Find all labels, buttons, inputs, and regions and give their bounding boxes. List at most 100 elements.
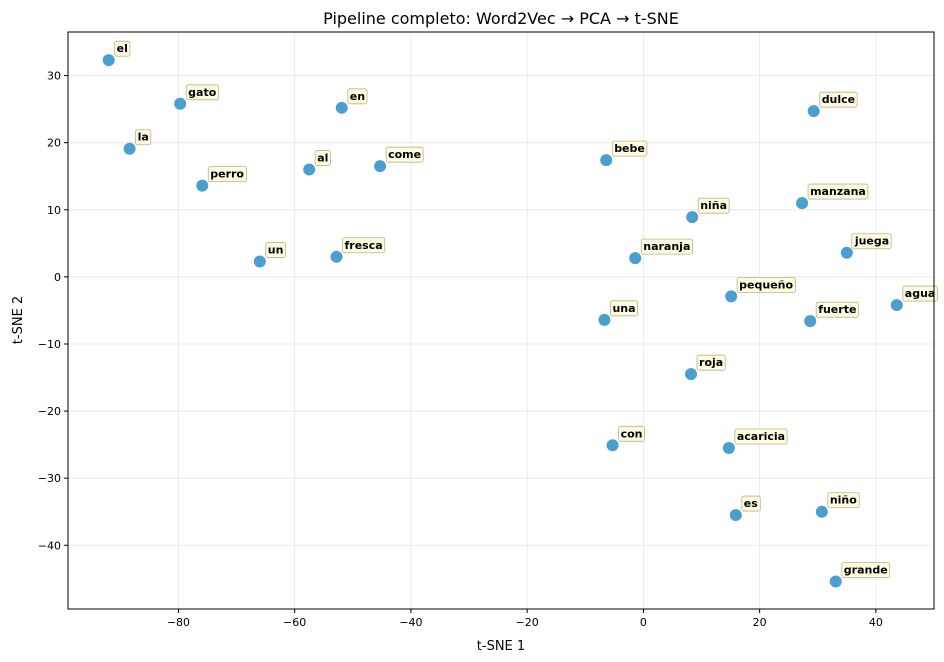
point-label-en: en <box>347 88 368 105</box>
label-box <box>185 84 220 101</box>
x-tick-label: −80 <box>167 616 190 629</box>
label-box <box>841 562 891 578</box>
point-label-gato: gato <box>185 84 220 101</box>
point-label-text: es <box>744 497 758 510</box>
point-label-text: fresca <box>345 239 383 252</box>
point-label-text: juega <box>854 235 889 248</box>
label-box <box>815 301 859 318</box>
plot-area-frame <box>67 31 935 610</box>
data-point-es <box>729 509 742 522</box>
data-point-perro <box>196 179 209 192</box>
label-box <box>347 88 368 105</box>
label-box <box>734 428 788 445</box>
label-box <box>385 146 424 163</box>
data-point-con <box>606 439 619 452</box>
y-tick-label: 10 <box>47 204 61 217</box>
point-label-roja: roja <box>696 354 726 371</box>
point-label-text: naranja <box>643 240 690 253</box>
label-box <box>610 300 638 317</box>
label-box <box>640 238 693 255</box>
point-label-un: un <box>265 242 286 258</box>
y-tick-label: −30 <box>38 472 61 485</box>
point-label-text: perro <box>210 168 244 181</box>
x-tick-label: 20 <box>753 616 767 629</box>
label-box <box>611 140 648 157</box>
point-label-text: manzana <box>810 185 866 198</box>
y-tick-label: −20 <box>38 405 61 418</box>
point-label-con: con <box>618 425 645 442</box>
point-label-al: al <box>314 150 331 166</box>
label-box <box>827 492 860 509</box>
point-label-text: acaricia <box>737 430 785 443</box>
point-label-come: come <box>385 146 424 163</box>
point-label-text: come <box>388 148 421 161</box>
x-tick-label: −60 <box>283 616 306 629</box>
x-tick-label: 0 <box>640 616 647 629</box>
data-point-acaricia <box>722 441 735 454</box>
data-point-roja <box>685 368 698 381</box>
label-box <box>807 183 869 200</box>
point-label-grande: grande <box>841 562 891 578</box>
label-box <box>851 233 892 250</box>
x-axis-label: t-SNE 1 <box>477 639 525 654</box>
y-axis-label: t-SNE 2 <box>11 296 26 344</box>
x-tick-label: 40 <box>869 616 883 629</box>
label-box <box>618 425 645 442</box>
point-label-niño: niño <box>827 492 860 509</box>
label-box <box>265 242 286 258</box>
x-tick-label: −40 <box>399 616 422 629</box>
data-point-agua <box>890 299 903 312</box>
data-point-niño <box>815 505 828 518</box>
point-labels: el gato en la perro al come un fresca dulce bebe ma… <box>114 40 938 578</box>
point-label-text: niño <box>830 494 857 507</box>
point-label-el: el <box>114 40 131 57</box>
data-point-un <box>253 255 266 268</box>
point-label-dulce: dulce <box>819 91 858 108</box>
point-label-una: una <box>610 300 638 317</box>
label-box <box>114 40 131 57</box>
point-label-text: en <box>350 90 365 103</box>
data-point-juega <box>840 246 853 259</box>
data-point-en <box>335 101 348 114</box>
label-box <box>314 150 331 166</box>
point-label-text: agua <box>905 287 936 300</box>
point-label-bebe: bebe <box>611 140 648 157</box>
point-label-niña: niña <box>697 197 730 214</box>
data-point-al <box>303 163 316 176</box>
data-point-el <box>102 54 115 67</box>
point-label-la: la <box>135 129 152 146</box>
label-box <box>135 129 152 146</box>
point-label-pequeño: pequeño <box>736 276 796 293</box>
point-label-text: fuerte <box>818 303 856 316</box>
point-label-text: bebe <box>614 142 645 155</box>
label-box <box>696 354 726 371</box>
point-label-text: roja <box>699 356 723 369</box>
data-point-bebe <box>600 154 613 167</box>
point-label-text: la <box>138 131 149 144</box>
point-label-text: pequeño <box>739 278 793 291</box>
data-point-niña <box>686 211 699 224</box>
y-tick-label: −40 <box>38 539 61 552</box>
data-point-dulce <box>807 105 820 118</box>
label-box <box>902 285 938 302</box>
point-label-text: una <box>612 302 635 315</box>
label-box <box>741 495 761 512</box>
point-label-acaricia: acaricia <box>734 428 788 445</box>
label-box <box>736 276 796 293</box>
data-point-fuerte <box>804 315 817 328</box>
grid <box>68 32 934 609</box>
y-tick-label: −10 <box>38 338 61 351</box>
data-point-manzana <box>796 197 809 210</box>
point-label-text: al <box>317 152 328 165</box>
label-box <box>342 237 386 254</box>
data-point-pequeño <box>725 290 738 303</box>
point-label-text: niña <box>700 199 727 212</box>
point-label-fuerte: fuerte <box>815 301 859 318</box>
point-label-naranja: naranja <box>640 238 693 255</box>
point-label-text: gato <box>188 86 217 99</box>
point-label-es: es <box>741 495 761 512</box>
chart-title: Pipeline completo: Word2Vec → PCA → t-SN… <box>323 9 679 28</box>
point-label-text: el <box>117 42 128 55</box>
point-label-fresca: fresca <box>342 237 386 254</box>
